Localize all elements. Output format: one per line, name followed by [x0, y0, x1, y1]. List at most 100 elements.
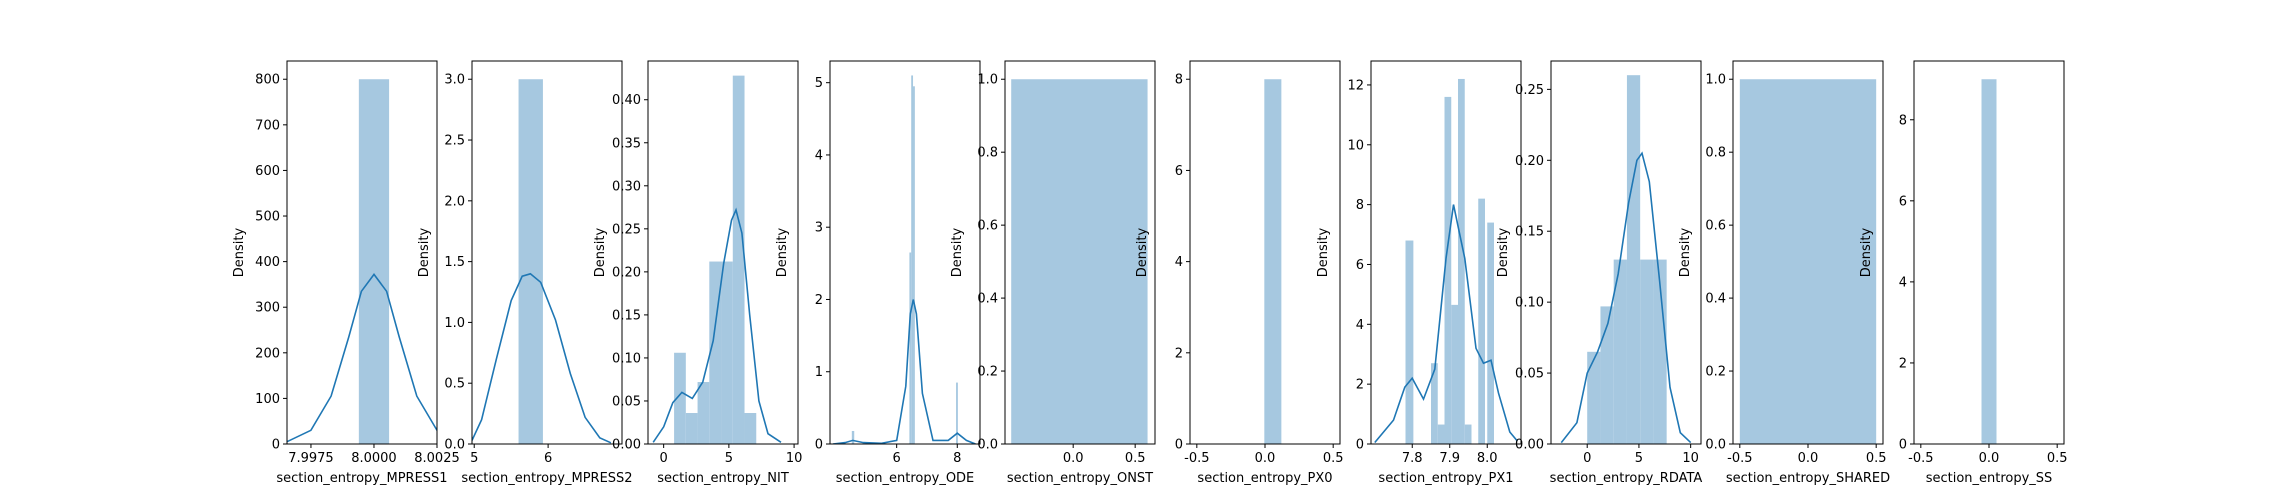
histogram-bar: [913, 86, 915, 444]
histogram-bar: [1264, 79, 1282, 444]
y-tick-label: 4: [1175, 255, 1183, 270]
histogram-bar: [956, 382, 958, 444]
histogram-bar: [1487, 222, 1494, 444]
x-axis-label: section_entropy_RDATA: [1550, 471, 1703, 486]
y-tick-label: 0.4: [1705, 292, 1726, 307]
y-tick-label: 100: [255, 392, 280, 407]
histogram-bar: [909, 252, 912, 444]
y-tick-label: 0.00: [1515, 438, 1544, 453]
y-tick-label: 0.8: [977, 146, 998, 161]
y-tick-label: 0.40: [612, 93, 641, 108]
x-axis-label: section_entropy_ODE: [836, 471, 975, 486]
y-tick-label: 0.25: [1515, 83, 1544, 98]
y-tick-label: 600: [255, 164, 280, 179]
subplot-5: 0.0 0.5 0.0 0.2 0.4 0.6 0.8 1.0 section_entropy_…: [950, 60, 1156, 486]
x-tick-label: 7.9: [1439, 451, 1460, 466]
y-tick-label: 0.10: [1515, 296, 1544, 311]
histogram-bar: [358, 79, 390, 444]
y-tick-label: 0.10: [612, 351, 641, 366]
y-tick-label: 0.05: [1515, 367, 1544, 382]
y-tick-label: 0.15: [612, 308, 641, 323]
histogram-bar: [518, 79, 543, 444]
y-tick-label: 4: [1356, 318, 1364, 333]
y-tick-label: 0.0: [1705, 438, 1726, 453]
x-tick-label: 10: [1682, 451, 1699, 466]
y-tick-label: 0.6: [977, 219, 998, 234]
subplot-1: 7.9975 8.0000 8.0025 0 100 200 300 400 500 600 700…: [232, 60, 460, 486]
histogram-bar: [1478, 198, 1485, 444]
x-axis-label: section_entropy_ONST: [1007, 471, 1153, 486]
y-tick-label: 0.00: [612, 438, 641, 453]
y-tick-label: 0.05: [612, 394, 641, 409]
y-tick-label: 3.0: [444, 73, 465, 88]
y-axis-label: Density: [1859, 227, 1874, 277]
y-tick-label: 0: [272, 438, 280, 453]
y-tick-label: 0.0: [977, 438, 998, 453]
y-tick-label: 200: [255, 346, 280, 361]
y-axis-label: Density: [232, 227, 247, 277]
histogram-bar: [1587, 351, 1601, 444]
axes-frame: [1370, 60, 1522, 445]
y-tick-label: 0.2: [977, 365, 998, 380]
y-tick-label: 0.30: [612, 179, 641, 194]
subplot-7: 7.8 7.9 8.0 0 2 4 6 8 10 12 section_entropy_PX1 Den…: [1316, 60, 1522, 486]
histogram-bar: [721, 261, 733, 444]
x-tick-label: 5: [1635, 451, 1643, 466]
y-tick-label: 12: [1347, 78, 1364, 93]
y-tick-label: 2: [1356, 378, 1364, 393]
y-tick-label: 1.0: [444, 316, 465, 331]
y-axis-label: Density: [1316, 227, 1331, 277]
plot-area: [1981, 79, 1997, 444]
subplot-2: 5 6 0.0 0.5 1.0 1.5 2.0 2.5 3.0 section_entropy_M…: [417, 60, 633, 486]
x-axis-label: section_entropy_MPRESS2: [461, 471, 632, 486]
histogram-bar: [1653, 259, 1667, 444]
y-tick-label: 6: [1899, 194, 1907, 209]
y-tick-label: 800: [255, 73, 280, 88]
y-tick-label: 0.15: [1515, 225, 1544, 240]
plot-area: [1011, 79, 1148, 444]
y-tick-label: 0: [1356, 438, 1364, 453]
x-tick-label: 6: [544, 451, 552, 466]
y-tick-label: 2.5: [444, 134, 465, 149]
x-axis-label: section_entropy_SS: [1926, 471, 2053, 486]
y-tick-label: 0.4: [977, 292, 998, 307]
plot-area: [1560, 75, 1692, 444]
y-tick-label: 1.0: [1705, 73, 1726, 88]
y-tick-label: 700: [255, 118, 280, 133]
y-tick-label: 300: [255, 301, 280, 316]
histogram-bar: [732, 75, 745, 444]
x-tick-label: 0.0: [1063, 451, 1084, 466]
x-tick-label: 0.0: [1798, 451, 1819, 466]
y-tick-label: 10: [1347, 138, 1364, 153]
y-tick-label: 0: [1175, 438, 1183, 453]
x-tick-label: 0.5: [1125, 451, 1146, 466]
axes-frame: [286, 60, 438, 445]
subplot-10: -0.5 0.0 0.5 0 2 4 6 8 section_entropy_SS Density: [1859, 60, 2068, 486]
subplot-4: 6 8 0 1 2 3 4 5 section_entropy_ODE Density: [775, 60, 981, 486]
y-tick-label: 8: [1175, 73, 1183, 88]
y-tick-label: 0.5: [444, 377, 465, 392]
axes-frame: [647, 60, 799, 445]
y-tick-label: 0: [1899, 438, 1907, 453]
y-tick-label: 0.6: [1705, 219, 1726, 234]
x-tick-label: 0.0: [1979, 451, 2000, 466]
x-axis-label: section_entropy_MPRESS1: [276, 471, 447, 486]
y-tick-label: 500: [255, 210, 280, 225]
y-tick-label: 2: [1899, 356, 1907, 371]
histogram-bar: [1011, 79, 1148, 444]
plot-area: [1739, 79, 1877, 444]
x-tick-label: 0.5: [2047, 451, 2068, 466]
y-axis-label: Density: [1135, 227, 1150, 277]
x-tick-label: 0.5: [1866, 451, 1887, 466]
x-tick-label: 7.8: [1402, 451, 1423, 466]
plot-area: [1374, 78, 1518, 444]
kde-curve: [652, 207, 782, 443]
axes-frame: [1004, 60, 1156, 445]
histogram-bar: [685, 413, 698, 444]
plot-area: [832, 75, 976, 444]
plot-area: [652, 75, 782, 444]
kde-curve: [1374, 204, 1518, 444]
x-axis-label: section_entropy_PX0: [1197, 471, 1332, 486]
y-axis-label: Density: [775, 227, 790, 277]
